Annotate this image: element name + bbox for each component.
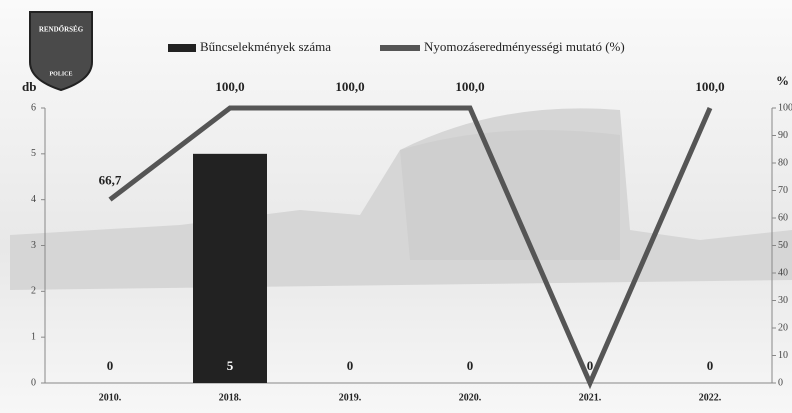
y2-tick-label: 70 xyxy=(778,185,788,196)
y2-tick-label: 40 xyxy=(778,267,788,278)
bar-value-label: 0 xyxy=(347,358,354,373)
line-value-label: 100,0 xyxy=(695,79,724,94)
y-axis-label: db xyxy=(22,79,36,94)
legend-label: Nyomozáseredményességi mutató (%) xyxy=(424,39,625,54)
y2-tick-label: 30 xyxy=(778,295,788,306)
bar-value-label: 0 xyxy=(587,358,594,373)
bar-value-label: 0 xyxy=(707,358,714,373)
logo-text: POLICE xyxy=(49,71,72,77)
y2-tick-label: 90 xyxy=(778,130,788,141)
y2-tick-label: 80 xyxy=(778,157,788,168)
y-tick-label: 4 xyxy=(31,194,36,205)
x-tick-label: 2018. xyxy=(219,392,242,403)
y-tick-label: 5 xyxy=(31,148,36,159)
legend-swatch xyxy=(380,45,420,51)
y-tick-label: 3 xyxy=(31,240,36,251)
x-tick-label: 2020. xyxy=(459,392,482,403)
line-value-label: 100,0 xyxy=(215,79,244,94)
y2-axis-label: % xyxy=(776,73,789,88)
y-tick-label: 6 xyxy=(31,102,36,113)
x-tick-label: 2022. xyxy=(699,392,722,403)
y2-tick-label: 100 xyxy=(778,102,792,113)
bar-value-label: 0 xyxy=(467,358,474,373)
y2-tick-label: 60 xyxy=(778,212,788,223)
x-tick-label: 2010. xyxy=(99,392,122,403)
bar-value-label: 0 xyxy=(107,358,114,373)
y2-tick-label: 0 xyxy=(778,377,783,388)
legend-label: Bűncselekmények száma xyxy=(200,39,331,54)
y2-tick-label: 50 xyxy=(778,240,788,251)
logo-text: RENDŐRSÉG xyxy=(39,26,84,34)
bar xyxy=(193,153,267,383)
bar-value-label: 5 xyxy=(227,358,234,373)
line-value-label: 66,7 xyxy=(99,173,122,188)
x-tick-label: 2019. xyxy=(339,392,362,403)
y-tick-label: 2 xyxy=(31,286,36,297)
police-logo: RENDŐRSÉG POLICE xyxy=(29,11,93,92)
y2-tick-label: 10 xyxy=(778,350,788,361)
line-value-label: 100,0 xyxy=(455,79,484,94)
line-value-label: 100,0 xyxy=(335,79,364,94)
legend-swatch xyxy=(168,44,196,52)
y2-tick-label: 20 xyxy=(778,322,788,333)
y-tick-label: 1 xyxy=(31,331,36,342)
x-tick-label: 2021. xyxy=(579,392,602,403)
y-tick-label: 0 xyxy=(31,377,36,388)
line xyxy=(108,105,713,390)
